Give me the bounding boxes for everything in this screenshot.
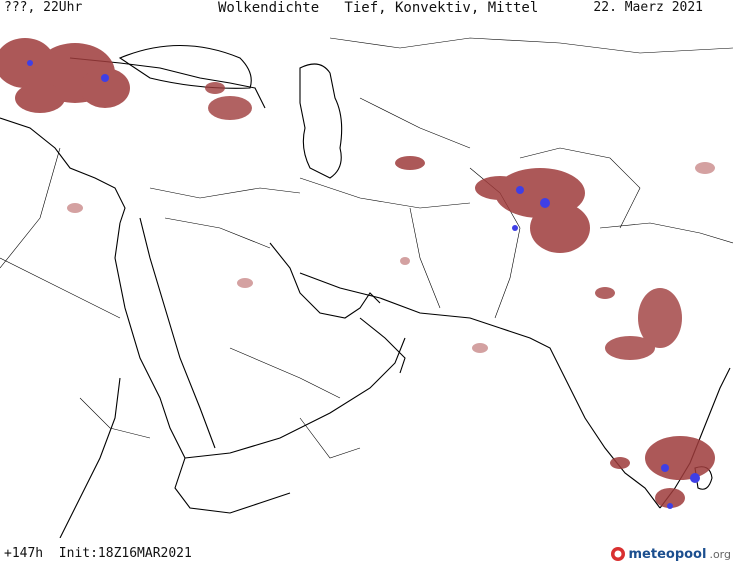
turkey-coast [69,57,266,109]
persian-gulf [269,242,381,319]
red-sea-east [139,217,216,449]
map-title: Wolkendichte Tief, Konvektiv, Mittel [218,0,539,16]
cloud-field-pakistan [395,156,590,253]
somalia [59,377,121,538]
weather-map [0,37,733,538]
mediterranean-coast [0,117,126,224]
logo-icon [610,547,625,561]
black-sea [118,44,252,89]
arabia-south [184,337,406,459]
cloud-field-caucasus [205,82,252,120]
india-west [499,327,661,509]
cloud-field-nw [0,38,130,113]
red-sea-west [114,222,186,459]
borders [0,37,733,459]
convective-cells [27,60,700,509]
map-date: 22. Maerz 2021 [593,0,703,15]
cloud-field-central-india [595,287,682,360]
india-east [659,367,731,509]
header-run-label: ???, 22Uhr [4,0,83,15]
logo-name: meteopool [628,546,707,562]
iran-coast [299,272,501,329]
forecast-info: +147h Init:18Z16MAR2021 [4,546,192,561]
logo-tld: .org [709,547,731,561]
cloud-field-scattered [67,162,715,353]
cloud-field-south-india [610,436,715,508]
coastlines [0,44,731,538]
meteopool-logo[interactable]: meteopool .org [610,544,731,564]
caspian-sea [299,63,343,179]
africa-horn [174,457,291,514]
cloud-fields [0,38,715,509]
oman-coast [359,317,406,374]
